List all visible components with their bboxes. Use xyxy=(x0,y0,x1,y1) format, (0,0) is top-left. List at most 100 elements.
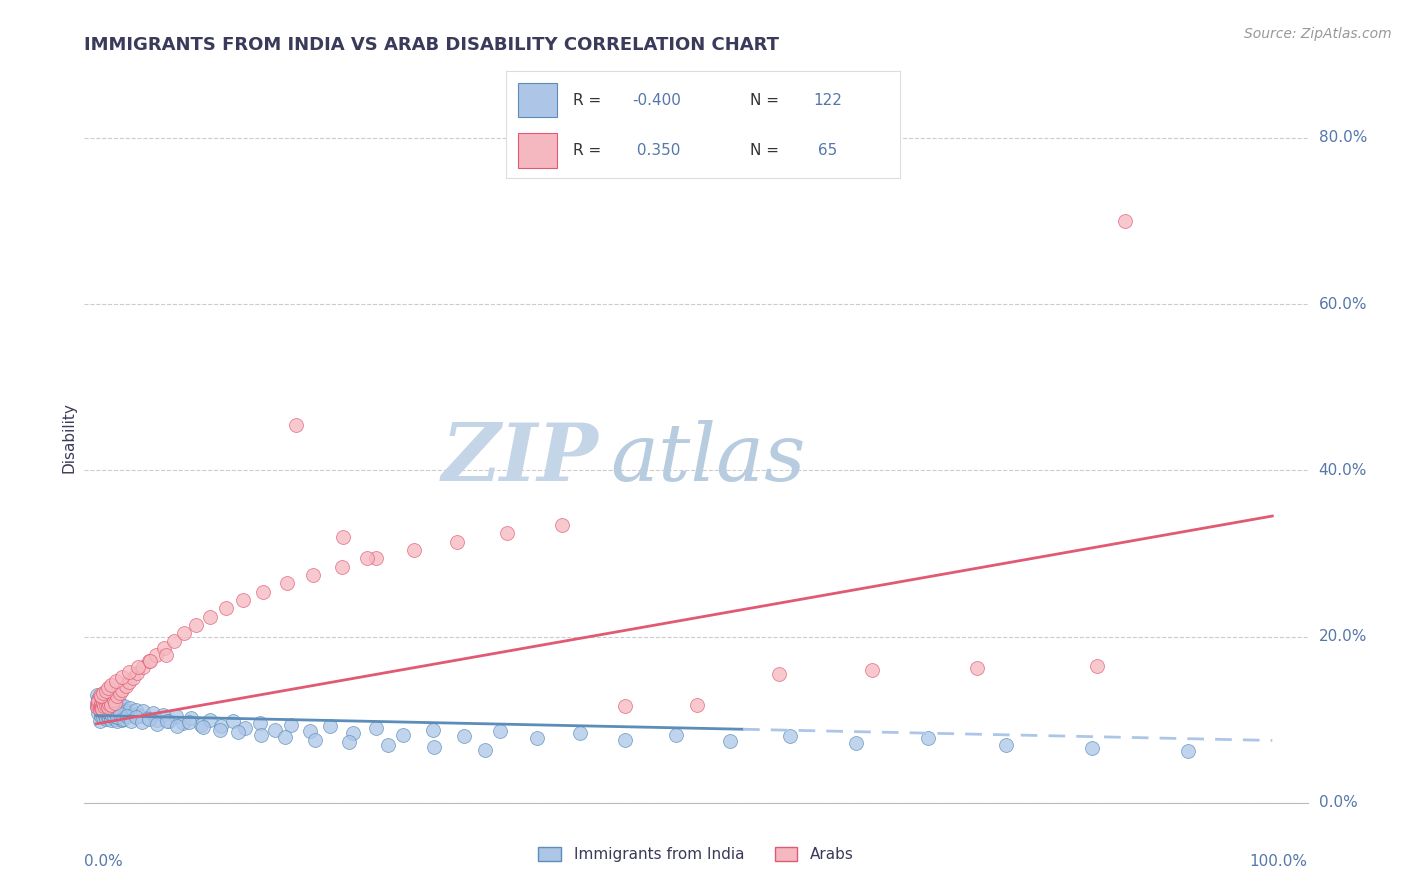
Text: 20.0%: 20.0% xyxy=(1319,629,1367,644)
Point xyxy=(112,712,135,726)
Point xyxy=(103,708,125,723)
Point xyxy=(718,734,741,748)
Point xyxy=(249,716,271,731)
Point xyxy=(91,710,114,724)
Point xyxy=(665,728,688,742)
Point xyxy=(91,696,114,710)
Point xyxy=(342,726,364,740)
Point xyxy=(101,699,124,714)
Point xyxy=(860,663,883,677)
Text: IMMIGRANTS FROM INDIA VS ARAB DISABILITY CORRELATION CHART: IMMIGRANTS FROM INDIA VS ARAB DISABILITY… xyxy=(84,36,779,54)
Point xyxy=(180,711,202,725)
Point xyxy=(131,715,153,730)
Point xyxy=(128,709,150,723)
Point xyxy=(105,708,128,723)
Point xyxy=(214,601,236,615)
Point xyxy=(86,696,108,710)
Point xyxy=(153,641,176,656)
Point xyxy=(155,648,177,662)
Point xyxy=(125,703,148,717)
Point xyxy=(453,729,475,743)
Point xyxy=(1085,658,1108,673)
Point xyxy=(301,568,323,582)
Point xyxy=(91,705,114,719)
Point xyxy=(264,723,287,737)
Text: 40.0%: 40.0% xyxy=(1319,463,1367,478)
Point xyxy=(87,696,110,710)
Point xyxy=(120,714,142,728)
Point xyxy=(779,729,801,743)
Text: R =: R = xyxy=(574,93,602,108)
Point xyxy=(94,698,117,712)
Point xyxy=(364,721,387,735)
Point xyxy=(235,721,257,735)
Point xyxy=(114,680,136,694)
Point xyxy=(209,719,232,733)
Text: Source: ZipAtlas.com: Source: ZipAtlas.com xyxy=(1244,27,1392,41)
Point xyxy=(90,701,112,715)
Point xyxy=(98,702,121,716)
Point xyxy=(190,717,212,731)
Point xyxy=(111,670,134,684)
Point xyxy=(252,584,274,599)
Point xyxy=(495,526,517,541)
Point xyxy=(422,723,444,737)
Point xyxy=(90,698,112,712)
Point xyxy=(103,696,125,710)
Point xyxy=(98,701,121,715)
Point xyxy=(93,699,115,714)
Point xyxy=(249,728,271,742)
Point xyxy=(98,707,121,722)
Point xyxy=(115,708,138,723)
Point xyxy=(98,711,121,725)
Point xyxy=(105,674,128,689)
Point xyxy=(191,720,214,734)
Point xyxy=(446,534,468,549)
Point xyxy=(165,709,187,723)
Point xyxy=(142,706,165,720)
Point xyxy=(94,698,117,713)
Point xyxy=(364,551,387,566)
Text: R =: R = xyxy=(574,143,602,158)
Point xyxy=(90,694,112,708)
Point xyxy=(117,706,139,720)
Text: -0.400: -0.400 xyxy=(633,93,681,108)
Point xyxy=(356,550,378,565)
Point xyxy=(276,576,298,591)
Point xyxy=(87,692,110,706)
Point xyxy=(89,688,111,702)
FancyBboxPatch shape xyxy=(517,83,557,118)
Point xyxy=(232,593,254,607)
Point xyxy=(488,724,510,739)
Text: 0.0%: 0.0% xyxy=(84,854,124,869)
FancyBboxPatch shape xyxy=(517,134,557,168)
Point xyxy=(146,716,169,731)
Point xyxy=(93,697,115,711)
Point xyxy=(98,697,121,711)
Point xyxy=(995,738,1018,752)
Point xyxy=(105,714,128,728)
Point xyxy=(121,671,143,685)
Point xyxy=(304,732,326,747)
Point xyxy=(98,694,121,708)
Point xyxy=(568,726,591,740)
Point xyxy=(377,738,399,752)
Point xyxy=(614,732,637,747)
Text: 100.0%: 100.0% xyxy=(1250,854,1308,869)
Point xyxy=(91,699,114,714)
Point xyxy=(177,715,200,730)
Legend: Immigrants from India, Arabs: Immigrants from India, Arabs xyxy=(533,841,859,868)
Point xyxy=(121,707,143,722)
Point xyxy=(145,648,167,662)
Point xyxy=(152,707,174,722)
Point xyxy=(90,697,112,711)
Point xyxy=(104,712,127,726)
Point xyxy=(163,633,186,648)
Point xyxy=(551,518,574,533)
Point xyxy=(108,706,131,721)
Point xyxy=(105,710,128,724)
Point xyxy=(166,718,188,732)
Point xyxy=(686,698,709,712)
Text: atlas: atlas xyxy=(610,420,806,498)
Point xyxy=(172,716,194,731)
